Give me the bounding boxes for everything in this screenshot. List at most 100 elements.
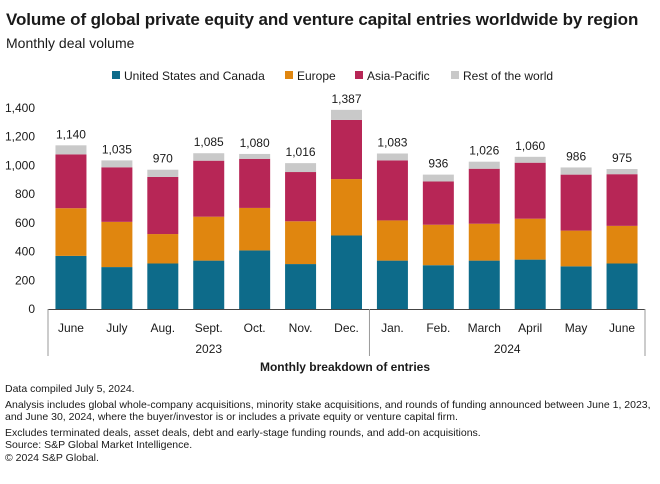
bar-segment-2 [606, 174, 638, 226]
legend-swatch-2 [355, 71, 363, 79]
bar-segment-1 [514, 218, 546, 260]
note-analysis: Analysis includes global whole-company a… [5, 398, 651, 424]
bar-segment-2 [147, 176, 179, 235]
bar-segment-0 [55, 255, 87, 309]
legend-label-3: Rest of the world [463, 69, 553, 83]
x-tick-label: July [106, 321, 127, 335]
note-copyright: © 2024 S&P Global. [5, 451, 99, 464]
bar-segment-1 [193, 216, 225, 261]
y-tick-label: 200 [15, 273, 35, 287]
x-tick-label: March [468, 321, 501, 335]
legend-swatch-3 [451, 71, 459, 79]
bar-segment-2 [101, 167, 133, 222]
x-tick-label: June [58, 321, 84, 335]
bar-segment-2 [376, 160, 408, 221]
legend-label-2: Asia-Pacific [367, 69, 430, 83]
bar-segment-2 [193, 160, 225, 217]
total-label: 1,080 [240, 136, 270, 150]
x-tick-label: May [565, 321, 588, 335]
total-label: 1,026 [469, 144, 499, 158]
y-tick-label: 0 [28, 302, 35, 316]
y-tick-label: 600 [15, 216, 35, 230]
total-labels: 1,140 1,035 970 1,085 1,080 1,016 1,387 1,083 93… [56, 92, 632, 171]
bar-segment-3 [239, 153, 271, 159]
bar-segment-0 [422, 265, 454, 309]
bar-segment-1 [560, 230, 592, 267]
x-axis-title: Monthly breakdown of entries [260, 360, 430, 374]
bar-segment-1 [468, 223, 500, 261]
bars [55, 109, 638, 309]
bar-segment-1 [147, 234, 179, 264]
bar-segment-1 [606, 225, 638, 264]
y-axis: 0 200 400 600 800 1,000 1,200 1,400 [5, 101, 35, 316]
bar-segment-0 [606, 263, 638, 309]
bar-segment-2 [560, 174, 592, 231]
total-label: 1,140 [56, 127, 86, 141]
bar-segment-1 [55, 208, 87, 256]
y-tick-label: 400 [15, 245, 35, 259]
bar-segment-0 [376, 260, 408, 309]
year-label: 2024 [494, 342, 521, 356]
bar-segment-3 [285, 163, 317, 173]
bar-segment-3 [514, 156, 546, 163]
y-tick-label: 1,000 [5, 158, 35, 172]
y-tick-label: 1,200 [5, 130, 35, 144]
bar-segment-3 [560, 167, 592, 175]
bar-segment-3 [147, 169, 179, 177]
x-tick-label: April [518, 321, 542, 335]
x-tick-label: Nov. [289, 321, 313, 335]
chart-title: Volume of global private equity and vent… [6, 10, 639, 29]
footnotes: Data compiled July 5, 2024. Analysis inc… [5, 383, 655, 464]
total-label: 936 [428, 157, 448, 171]
bar-segment-0 [331, 235, 362, 309]
bar-segment-3 [422, 174, 454, 182]
bar-segment-1 [422, 224, 454, 266]
bar-segment-3 [468, 161, 500, 169]
total-label: 986 [566, 149, 586, 163]
bar-segment-0 [468, 260, 500, 309]
x-tick-label: Jan. [381, 321, 404, 335]
bar-segment-2 [422, 181, 454, 225]
bar-segment-0 [101, 267, 133, 309]
bar-segment-2 [239, 158, 271, 208]
bar-segment-2 [468, 168, 500, 224]
bar-segment-2 [55, 154, 87, 209]
bar-segment-1 [239, 207, 271, 251]
x-axis: June July Aug. Sept. Oct. Nov. Dec. Jan. Feb. Mar… [47, 309, 646, 356]
stacked-bar-chart: United States and Canada Europe Asia-Pacif… [5, 69, 646, 374]
total-label: 1,016 [286, 145, 316, 159]
y-tick-label: 1,400 [5, 101, 35, 115]
bar-segment-3 [193, 153, 225, 161]
x-tick-label: Oct. [244, 321, 266, 335]
bar-segment-2 [514, 162, 546, 219]
total-label: 975 [612, 151, 632, 165]
x-tick-label: Aug. [150, 321, 175, 335]
year-label: 2023 [195, 342, 222, 356]
bar-segment-1 [101, 221, 133, 268]
bar-segment-3 [101, 160, 133, 168]
bar-segment-2 [331, 119, 362, 180]
bar-segment-0 [514, 259, 546, 309]
note-excludes: Excludes terminated deals, asset deals, … [5, 426, 481, 439]
bar-segment-1 [331, 179, 362, 236]
bar-segment-0 [285, 264, 317, 309]
legend-label-0: United States and Canada [124, 69, 265, 83]
bar-segment-1 [285, 221, 317, 265]
total-label: 1,083 [377, 136, 407, 150]
total-label: 1,035 [102, 142, 132, 156]
total-label: 970 [153, 152, 173, 166]
x-tick-label: Feb. [426, 321, 450, 335]
bar-segment-3 [331, 109, 362, 120]
total-label: 1,060 [515, 139, 545, 153]
x-tick-label: June [609, 321, 635, 335]
total-label: 1,085 [194, 135, 224, 149]
chart-subtitle: Monthly deal volume [6, 35, 135, 51]
total-label: 1,387 [331, 92, 361, 106]
bar-segment-2 [285, 172, 317, 222]
bar-segment-0 [239, 250, 271, 309]
bar-segment-3 [55, 145, 87, 155]
legend-swatch-1 [285, 71, 293, 79]
y-tick-label: 800 [15, 187, 35, 201]
note-compiled: Data compiled July 5, 2024. [5, 383, 135, 395]
legend: United States and Canada Europe Asia-Pacif… [112, 69, 553, 83]
